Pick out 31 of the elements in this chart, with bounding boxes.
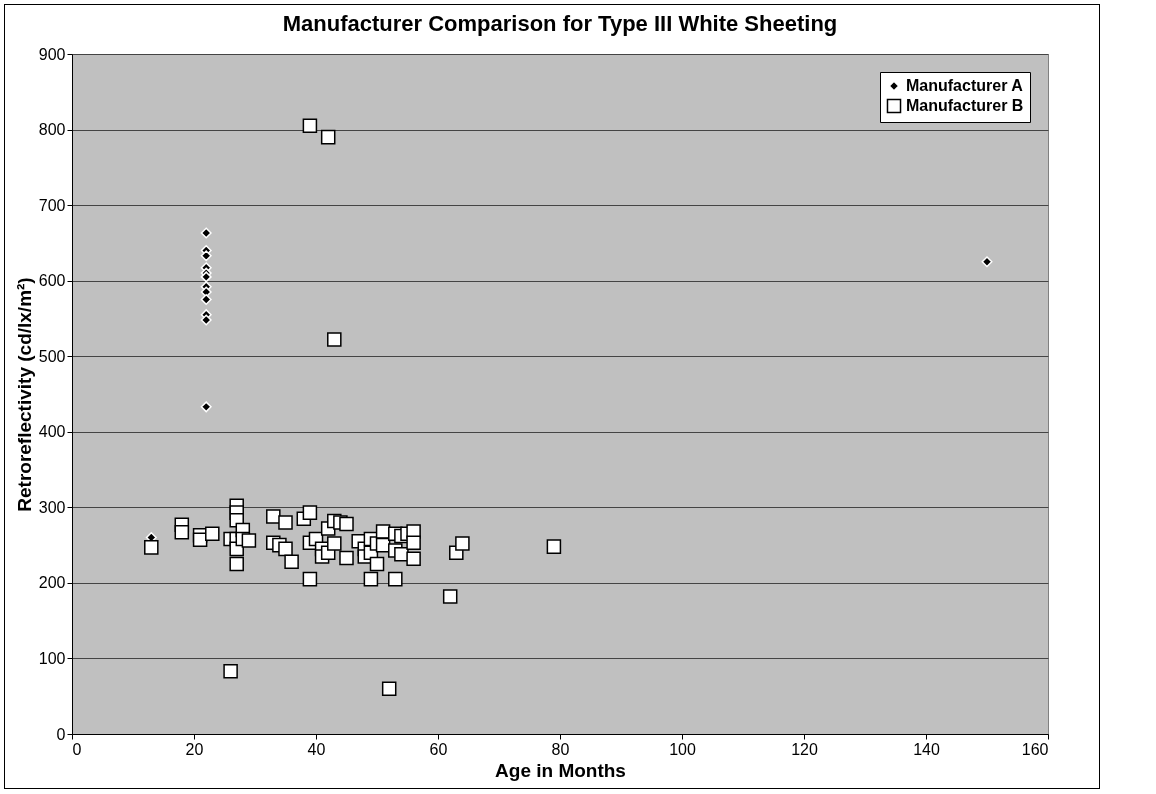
point (200, 294, 212, 306)
legend-label: Manufacturer A (906, 77, 1024, 94)
y-tick-label: 700 (38, 196, 66, 214)
y-tick-label: 900 (38, 45, 66, 63)
y-tick-label: 300 (38, 498, 66, 516)
point (200, 401, 212, 413)
x-tick-label: 40 (307, 740, 326, 758)
y-tick-label: 600 (38, 272, 66, 290)
y-tick-label: 500 (38, 347, 66, 365)
x-axis-title: Age in Months (495, 759, 626, 781)
x-tick-label: 80 (551, 740, 570, 758)
point (200, 227, 212, 239)
x-tick-label: 140 (913, 740, 940, 758)
legend-label: Manufacturer B (906, 97, 1024, 114)
x-tick-label: 20 (185, 740, 204, 758)
y-tick-label: 800 (38, 121, 66, 139)
chart-title: Manufacturer Comparison for Type III White Sheeting (282, 11, 838, 36)
x-tick-label: 120 (791, 740, 818, 758)
y-tick-label: 100 (38, 649, 66, 667)
y-axis-title: Retroreflectivity (cd/lx/m²) (13, 277, 35, 512)
point (200, 250, 212, 262)
y-tick-label: 400 (38, 423, 66, 441)
y-tick-label: 200 (38, 574, 66, 592)
x-tick-label: 100 (669, 740, 696, 758)
x-tick-label: 160 (1021, 740, 1049, 758)
point (200, 314, 212, 326)
x-tick-label: 60 (429, 740, 448, 758)
point (981, 256, 993, 268)
x-tick-label: 0 (72, 740, 82, 758)
point (200, 271, 212, 283)
y-tick-label: 0 (56, 725, 66, 743)
